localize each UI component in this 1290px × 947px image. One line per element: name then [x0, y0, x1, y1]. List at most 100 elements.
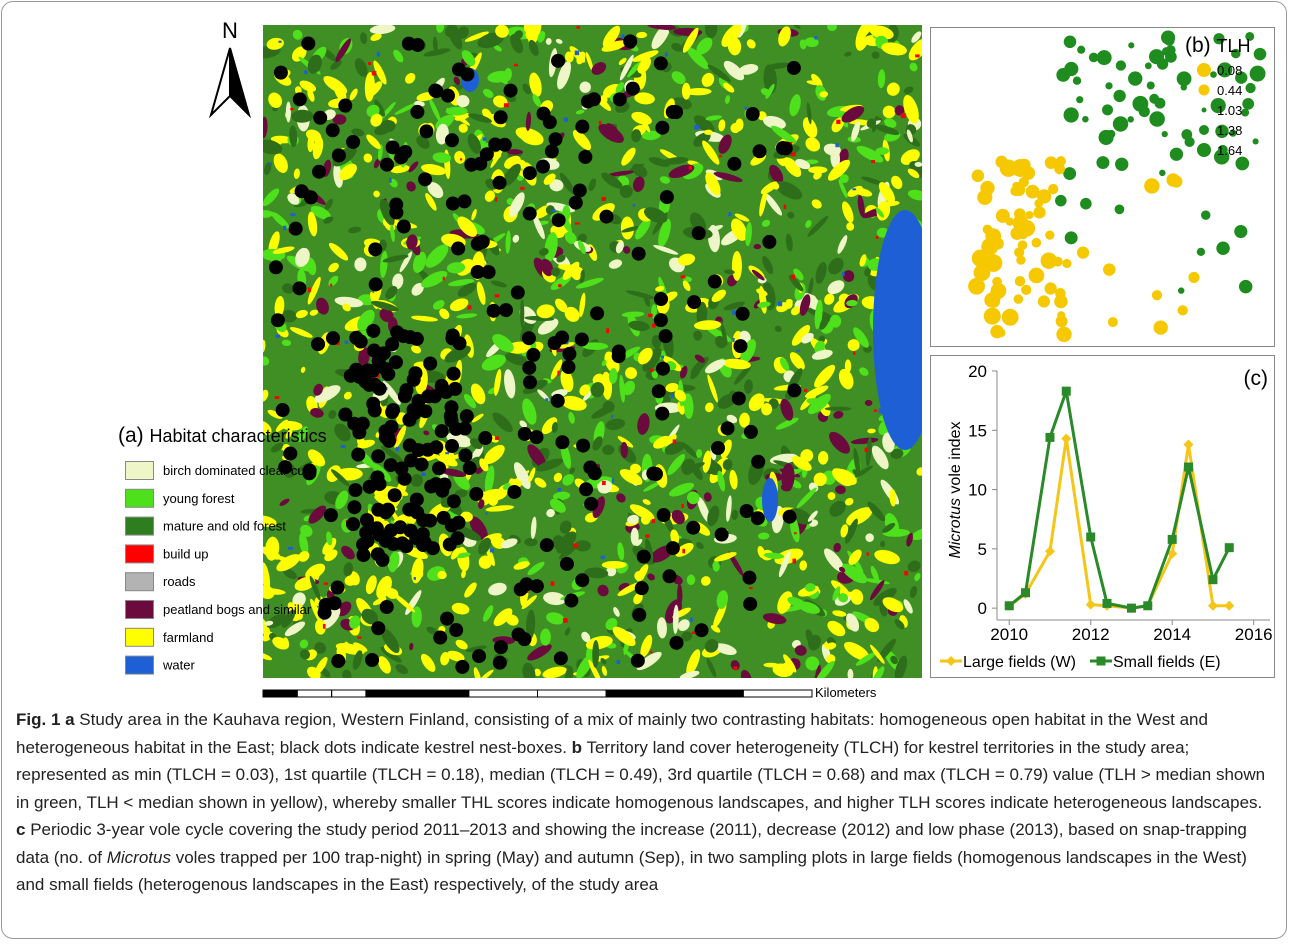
legend-label: build up: [163, 546, 209, 561]
legend-symbol: [1199, 125, 1209, 135]
map-patch: [573, 543, 578, 547]
marker: [1086, 533, 1095, 542]
territory: [1056, 327, 1071, 342]
nest-box: [354, 335, 368, 349]
x-tick-label: 2014: [1153, 625, 1191, 644]
nest-box: [312, 165, 326, 179]
north-arrow: [230, 48, 249, 115]
territory: [1201, 210, 1210, 219]
nest-box: [560, 557, 574, 571]
nest-box: [411, 38, 425, 52]
nest-box: [433, 631, 447, 645]
nest-box: [499, 303, 513, 317]
territory: [1082, 116, 1089, 123]
territory: [1149, 94, 1159, 104]
nest-box: [451, 242, 465, 256]
territory: [1253, 138, 1259, 144]
territory: [1103, 263, 1115, 275]
nest-box: [418, 404, 432, 418]
nest-box: [721, 421, 735, 435]
map-patch: [290, 213, 295, 216]
nest-box: [445, 133, 459, 147]
map-patch: [324, 582, 328, 585]
map-patch: [269, 163, 272, 165]
nest-box: [787, 61, 801, 75]
territory: [1002, 309, 1019, 326]
map-patch: [901, 113, 906, 118]
nest-box: [656, 362, 670, 376]
territory: [1026, 185, 1040, 199]
territory: [1062, 259, 1071, 268]
nest-box: [746, 107, 760, 121]
scale-tick-label: 0: [259, 702, 266, 705]
map-patch: [681, 275, 686, 278]
nest-box: [403, 438, 417, 452]
caption-text: Microtus: [107, 848, 171, 867]
map-patch: [602, 197, 606, 201]
map-patch: [749, 587, 753, 589]
legend-label: 0.08: [1217, 63, 1242, 78]
territory: [1254, 48, 1267, 61]
nest-box: [384, 523, 398, 537]
territory: [972, 170, 984, 182]
map-patch: [791, 275, 795, 280]
legend-label: peatland bogs and similar: [163, 602, 312, 617]
nest-box: [654, 56, 668, 70]
map-patch: [645, 535, 649, 538]
territory: [1152, 290, 1162, 300]
nest-box: [368, 403, 382, 417]
nest-box: [526, 348, 540, 362]
territory: [1185, 137, 1195, 147]
nest-box: [517, 632, 531, 646]
map-patch: [733, 667, 737, 670]
y-axis-title: Microtus vole index: [947, 422, 964, 559]
map-patch: [661, 356, 664, 359]
nest-box: [292, 281, 306, 295]
territory: [1235, 157, 1249, 171]
territory: [1164, 35, 1174, 45]
legend-swatch: [126, 517, 154, 535]
x-tick-label: 2016: [1235, 625, 1273, 644]
legend-symbol: [1202, 108, 1207, 113]
map-patch: [520, 299, 524, 328]
map-patch: [552, 209, 556, 211]
nest-box: [389, 205, 403, 219]
map-patch: [290, 108, 294, 110]
map-patch: [794, 532, 796, 534]
x-tick-label: 2010: [990, 625, 1028, 644]
nest-box: [366, 324, 380, 338]
nest-box: [575, 573, 589, 587]
nest-box: [346, 135, 360, 149]
map-patch: [288, 547, 293, 550]
nest-box: [655, 407, 669, 421]
territory: [992, 277, 1002, 287]
nest-box: [695, 623, 709, 637]
map-patch: [871, 160, 875, 163]
nest-box: [687, 295, 701, 309]
nest-box: [421, 443, 435, 457]
map-patch: [602, 481, 606, 485]
map-patch: [915, 54, 919, 57]
nest-box: [396, 329, 410, 343]
nest-box: [432, 461, 446, 475]
y-tick-label: 10: [968, 481, 987, 500]
territory: [1015, 276, 1025, 286]
habitat-map: [251, 11, 937, 690]
nest-box: [455, 660, 469, 674]
nest-box: [488, 137, 502, 151]
nest-box: [348, 483, 362, 497]
nest-box: [522, 331, 536, 345]
map-patch: [633, 204, 635, 207]
map-patch: [825, 407, 852, 411]
nest-box: [384, 458, 398, 472]
nest-box: [428, 84, 442, 98]
marker: [1005, 601, 1014, 610]
nest-box: [463, 461, 477, 475]
nest-box: [368, 378, 382, 392]
nest-box: [338, 99, 352, 113]
marker: [1127, 604, 1136, 613]
nest-box: [554, 651, 568, 665]
nest-box: [575, 120, 589, 134]
map-patch: [648, 314, 653, 317]
map-patch: [485, 512, 488, 514]
